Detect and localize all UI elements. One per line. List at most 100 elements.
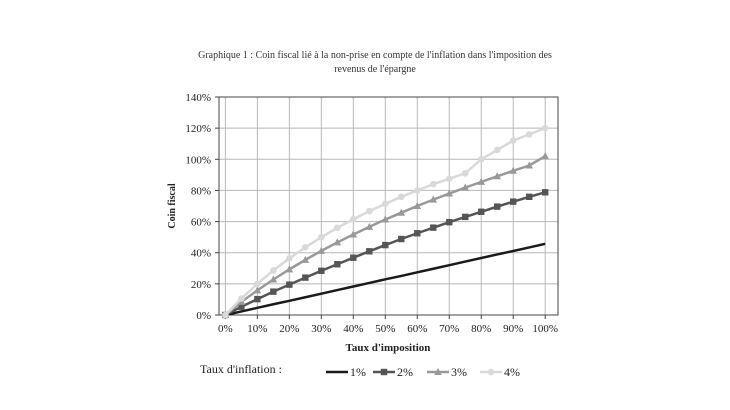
data-point xyxy=(510,198,517,205)
data-point xyxy=(445,175,453,183)
data-point xyxy=(382,241,389,249)
data-point xyxy=(477,155,485,163)
data-point xyxy=(366,248,373,255)
legend-swatch-marker xyxy=(487,368,495,376)
x-axis-label: Taux d'imposition xyxy=(346,342,431,354)
x-tick-label: 20% xyxy=(279,323,299,335)
data-point xyxy=(318,233,325,241)
data-point xyxy=(461,183,470,191)
data-point xyxy=(525,131,533,138)
data-point xyxy=(461,170,469,177)
legend-title: Taux d'inflation : xyxy=(200,362,282,376)
data-point xyxy=(509,137,517,144)
data-point xyxy=(446,218,453,226)
y-tick-label: 140% xyxy=(185,92,211,104)
y-tick-label: 100% xyxy=(185,154,211,166)
data-point xyxy=(493,146,501,154)
data-point xyxy=(542,189,549,196)
data-point xyxy=(254,280,261,288)
data-point xyxy=(254,295,261,303)
data-point xyxy=(253,286,262,294)
x-tick-label: 90% xyxy=(503,323,523,335)
x-tick-label: 70% xyxy=(439,323,459,335)
data-point xyxy=(445,189,454,197)
data-point xyxy=(541,124,549,132)
data-point xyxy=(397,193,405,201)
chart-title-line2: revenus de l'épargne xyxy=(334,64,416,75)
data-point xyxy=(302,243,309,251)
data-point xyxy=(541,152,550,160)
data-point xyxy=(429,195,438,203)
data-point xyxy=(462,213,469,221)
series-line-1 xyxy=(225,242,546,317)
data-point xyxy=(317,246,326,254)
data-point xyxy=(526,193,533,201)
series-4 xyxy=(222,124,549,319)
x-axis-ticks: 0% 10% 20% 30% 40% 50% 60% 70% 80% 90% 100% xyxy=(218,315,558,335)
data-point xyxy=(413,187,421,194)
legend-label: 1% xyxy=(350,365,366,379)
data-point xyxy=(238,295,245,302)
data-point xyxy=(285,265,294,273)
y-tick-label: 120% xyxy=(185,123,211,135)
data-point xyxy=(430,224,437,231)
y-tick-label: 80% xyxy=(191,185,211,197)
data-point xyxy=(301,255,310,263)
legend-swatch-marker xyxy=(380,368,388,376)
x-tick-label: 50% xyxy=(375,323,395,335)
data-point xyxy=(413,202,422,209)
data-point xyxy=(478,208,485,215)
data-point xyxy=(382,200,389,208)
data-point xyxy=(286,255,293,262)
data-point xyxy=(494,203,501,210)
data-point xyxy=(318,267,325,274)
data-point xyxy=(269,275,278,283)
legend-label: 4% xyxy=(504,365,520,379)
y-axis-label: Coin fiscal xyxy=(167,183,178,229)
data-point xyxy=(270,267,277,274)
data-point xyxy=(238,303,245,310)
data-point xyxy=(525,161,534,169)
legend: 1% 2% 3% 4% xyxy=(326,365,520,379)
legend-label: 3% xyxy=(451,365,467,379)
data-point xyxy=(366,207,373,215)
x-tick-label: 60% xyxy=(407,323,427,335)
legend-swatch-marker xyxy=(434,368,442,375)
data-point xyxy=(493,172,502,180)
x-tick-label: 40% xyxy=(343,323,363,335)
data-point xyxy=(349,230,358,238)
y-tick-label: 60% xyxy=(191,217,211,229)
data-point xyxy=(397,208,406,216)
y-tick-label: 0% xyxy=(196,310,211,322)
y-axis-ticks: 0% 20% 40% 60% 80% 100% 120% 140% xyxy=(185,92,219,322)
data-point xyxy=(302,274,309,281)
legend-label: 2% xyxy=(397,365,413,379)
data-point xyxy=(414,230,421,237)
y-tick-label: 40% xyxy=(191,248,211,260)
data-point xyxy=(429,180,437,188)
data-point xyxy=(286,281,293,288)
y-tick-label: 20% xyxy=(191,279,211,291)
data-point xyxy=(509,166,518,174)
data-point xyxy=(222,311,229,319)
x-tick-label: 10% xyxy=(247,323,267,335)
x-tick-label: 30% xyxy=(311,323,331,335)
chart-title-line1: Graphique 1 : Coin fiscal lié à la non-p… xyxy=(198,50,552,61)
series xyxy=(221,124,550,319)
x-tick-label: 0% xyxy=(218,323,233,335)
series-1 xyxy=(225,242,546,317)
data-point xyxy=(477,177,486,185)
data-point xyxy=(350,215,357,223)
series-2 xyxy=(222,189,549,319)
data-point xyxy=(334,261,341,268)
plot-area-border xyxy=(218,96,559,316)
x-tick-label: 80% xyxy=(471,323,491,335)
data-point xyxy=(350,254,357,261)
data-point xyxy=(398,235,405,243)
data-point xyxy=(334,224,341,232)
data-point xyxy=(333,238,342,246)
data-point xyxy=(381,215,390,223)
data-point xyxy=(365,222,374,230)
data-point xyxy=(270,288,277,295)
